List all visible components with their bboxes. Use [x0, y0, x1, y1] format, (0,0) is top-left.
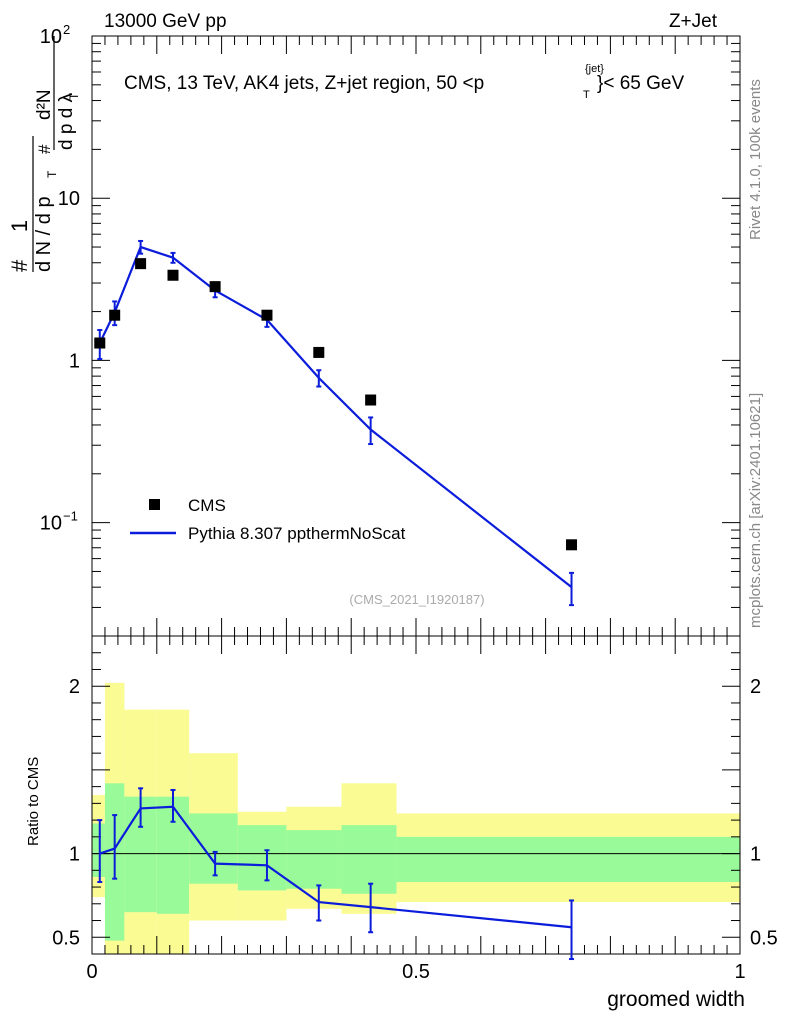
x-axis-label: groomed width — [607, 988, 745, 1011]
x-tick-label-1: 0.5 — [402, 961, 430, 983]
ratio-y-tick-label-left-0: 2 — [69, 676, 80, 698]
plot-title-subscript: T — [583, 89, 590, 101]
rivet-version-label: Rivet 4.1.0, 100k events — [747, 79, 764, 240]
ratio-inner-band-8 — [396, 836, 740, 883]
legend-pythia-label: Pythia 8.307 ppthermNoScat — [188, 524, 406, 543]
ylabel-t-sub-2: T — [67, 92, 81, 100]
main-y-tick-base: 1 — [69, 350, 80, 372]
ylabel-dpt-dlambda: d p d λ — [56, 92, 77, 150]
analysis-watermark: (CMS_2021_I1920187) — [349, 592, 484, 607]
ratio-inner-band-6 — [286, 830, 342, 889]
plot-title-tail: }< 65 GeV — [597, 73, 684, 94]
main-plot-marks — [94, 239, 578, 607]
legend-cms-marker — [149, 499, 160, 510]
cms-data-point — [167, 269, 179, 281]
ylabel-hash-2: # — [35, 144, 54, 154]
ratio-inner-band-4 — [189, 813, 238, 884]
cms-data-point — [209, 281, 221, 293]
ylabel-hash: # — [7, 259, 32, 272]
cms-data-point — [261, 309, 273, 321]
cms-data-point — [94, 337, 106, 349]
main-y-tick-base: 10 — [58, 188, 80, 210]
legend: CMS Pythia 8.307 ppthermNoScat — [130, 496, 406, 543]
ratio-y-tick-label-right-2: 0.5 — [750, 927, 778, 949]
mcplots-reference-label: mcplots.cern.ch [arXiv:2401.10621] — [747, 393, 764, 628]
ratio-uncertainty-bands — [92, 682, 740, 954]
main-y-tick-label-2: 1 — [69, 350, 80, 372]
header-process-label: Z+Jet — [669, 11, 718, 32]
ylabel-t-sub-1: T — [45, 170, 59, 178]
main-y-tick-exponent: −1 — [63, 509, 78, 524]
ratio-y-tick-label-right-0: 2 — [750, 676, 761, 698]
legend-cms-label: CMS — [188, 496, 226, 515]
ratio-y-tick-label-left-1: 1 — [69, 844, 80, 866]
main-y-tick-exponent: 2 — [63, 22, 70, 37]
cms-data-point — [365, 394, 377, 406]
cms-data-point — [135, 258, 147, 270]
main-y-tick-label-1: 10 — [58, 188, 80, 210]
ratio-y-tick-label-right-1: 1 — [750, 844, 761, 866]
ylabel-one: 1 — [7, 220, 32, 232]
main-y-tick-base: 10 — [40, 26, 62, 48]
main-plot-frame — [91, 35, 741, 637]
plot-title-superscript: {jet} — [585, 63, 604, 75]
ratio-y-axis-label: Ratio to CMS — [25, 757, 42, 846]
cms-data-point — [566, 539, 578, 551]
main-y-tick-label-3: 10 −1 — [40, 509, 78, 535]
ratio-inner-band-5 — [237, 825, 287, 891]
cms-data-point — [109, 309, 121, 321]
x-tick-label-2: 1 — [734, 961, 745, 983]
plot-title: CMS, 13 TeV, AK4 jets, Z+jet region, 50 … — [124, 63, 684, 101]
cms-data-point — [313, 346, 325, 358]
ratio-plot-marks — [97, 787, 575, 961]
plot-title-main: CMS, 13 TeV, AK4 jets, Z+jet region, 50 … — [124, 73, 484, 94]
main-y-tick-label-0: 10 2 — [40, 22, 70, 48]
main-y-tick-base: 10 — [40, 513, 62, 535]
ratio-axis-ticks: 2 2 1 1 0.5 0.5 — [52, 652, 778, 949]
ratio-inner-band-0 — [92, 823, 105, 878]
ylabel-dn-dpt: d N / d p — [33, 196, 55, 272]
x-axis-ticks: 0 0.5 1 — [86, 36, 746, 983]
header-energy-label: 13000 GeV pp — [104, 11, 227, 32]
x-tick-label-0: 0 — [86, 961, 97, 983]
ylabel-d2n: d²N — [34, 89, 55, 120]
main-y-axis-label: # 1 d N / d p T # d²N d p d λ T — [7, 36, 81, 272]
ratio-inner-band-7 — [341, 825, 397, 894]
ratio-y-tick-label-left-2: 0.5 — [52, 927, 80, 949]
